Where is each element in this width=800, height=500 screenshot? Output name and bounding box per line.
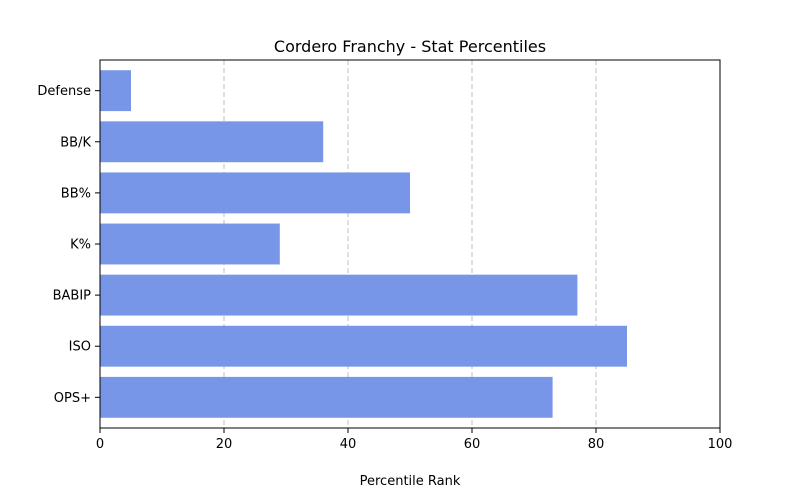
bar-babip [100,274,578,316]
y-tick-label-5: BB/K [60,135,91,150]
chart-title: Cordero Franchy - Stat Percentiles [274,37,546,56]
y-tick-label-6: Defense [37,84,91,99]
x-axis-label: Percentile Rank [360,474,461,489]
y-tick-label-3: K% [70,238,91,253]
tick-layer: 0 20 40 60 80 100 OPS+ ISO BABIP K% BB% BB/K Defense [37,84,732,452]
x-tick-label-5: 100 [708,437,733,452]
x-tick-label-0: 0 [96,437,104,452]
bar-ops- [100,376,553,418]
x-tick-label-2: 40 [340,437,357,452]
bar-bb-k [100,121,324,163]
x-tick-label-4: 80 [588,437,605,452]
y-tick-label-0: OPS+ [54,391,91,406]
bar-defense [100,70,131,112]
bar-layer [100,70,627,418]
bar-k- [100,223,280,265]
x-tick-label-1: 20 [216,437,233,452]
y-tick-label-2: BABIP [53,289,92,304]
y-tick-label-4: BB% [61,186,91,201]
y-tick-label-1: ISO [69,340,91,355]
bar-iso [100,325,627,367]
bar-bb- [100,172,410,214]
x-tick-label-3: 60 [464,437,481,452]
